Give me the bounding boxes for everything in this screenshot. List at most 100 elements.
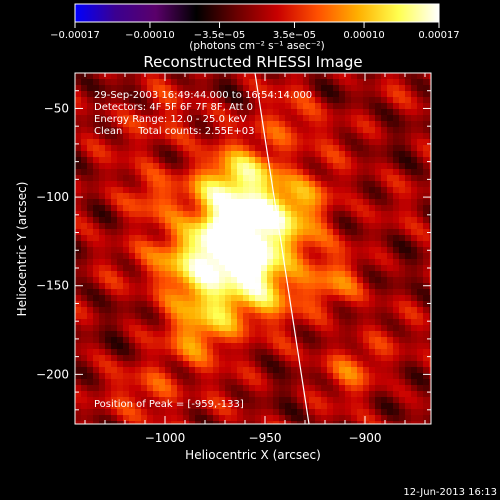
heatmap-cell xyxy=(363,307,370,314)
heatmap-cell xyxy=(189,145,196,152)
heatmap-cell xyxy=(171,157,178,164)
heatmap-cell xyxy=(261,319,268,326)
heatmap-cell xyxy=(213,199,220,206)
heatmap-cell xyxy=(243,109,250,116)
heatmap-cell xyxy=(279,109,286,116)
heatmap-cell xyxy=(375,313,382,320)
heatmap-cell xyxy=(243,235,250,242)
heatmap-cell xyxy=(267,391,274,398)
heatmap-cell xyxy=(129,409,136,416)
heatmap-cell xyxy=(285,373,292,380)
heatmap-cell xyxy=(345,283,352,290)
heatmap-cell xyxy=(417,199,424,206)
heatmap-cell xyxy=(87,367,94,374)
heatmap-cell xyxy=(213,175,220,182)
heatmap-cell xyxy=(201,157,208,164)
colorbar-tick-label: −0.00017 xyxy=(50,30,100,41)
heatmap-cell xyxy=(99,265,106,272)
heatmap-cell xyxy=(351,421,358,424)
heatmap-cell xyxy=(153,109,160,116)
heatmap-cell xyxy=(141,379,148,386)
heatmap-cell xyxy=(111,253,118,260)
heatmap-cell xyxy=(363,85,370,92)
heatmap-cell xyxy=(381,97,388,104)
heatmap-cell xyxy=(297,175,304,182)
heatmap-cell xyxy=(399,199,406,206)
heatmap-cell xyxy=(213,331,220,338)
heatmap-cell xyxy=(105,235,112,242)
heatmap-cell xyxy=(303,277,310,284)
heatmap-cell xyxy=(135,211,142,218)
heatmap-cell xyxy=(165,181,172,188)
heatmap-cell xyxy=(255,313,262,320)
heatmap-cell xyxy=(345,295,352,302)
heatmap-cell xyxy=(201,349,208,356)
heatmap-cell xyxy=(327,295,334,302)
heatmap-cell xyxy=(423,247,430,254)
heatmap-cell xyxy=(219,181,226,188)
heatmap-cell xyxy=(75,133,82,140)
heatmap-cell xyxy=(273,151,280,158)
heatmap-cell xyxy=(339,349,346,356)
heatmap-cell xyxy=(345,187,352,194)
heatmap-cell xyxy=(297,295,304,302)
heatmap-cell xyxy=(321,139,328,146)
heatmap-cell xyxy=(375,169,382,176)
heatmap-cell xyxy=(117,283,124,290)
heatmap-cell xyxy=(393,409,400,416)
heatmap-cell xyxy=(231,403,238,410)
heatmap-cell xyxy=(87,403,94,410)
heatmap-cell xyxy=(183,355,190,362)
heatmap-cell xyxy=(225,193,232,200)
heatmap-cell xyxy=(75,217,82,224)
heatmap-cell xyxy=(231,127,238,134)
heatmap-cell xyxy=(387,241,394,248)
heatmap-cell xyxy=(93,373,100,380)
heatmap-cell xyxy=(315,313,322,320)
heatmap-cell xyxy=(285,97,292,104)
heatmap-cell xyxy=(423,229,430,236)
heatmap-cell xyxy=(327,331,334,338)
heatmap-cell xyxy=(321,247,328,254)
heatmap-cell xyxy=(399,391,406,398)
heatmap-cell xyxy=(75,139,82,146)
heatmap-cell xyxy=(219,91,226,98)
heatmap-cell xyxy=(201,337,208,344)
heatmap-cell xyxy=(333,277,340,284)
heatmap-cell xyxy=(375,343,382,350)
heatmap-cell xyxy=(171,73,178,80)
heatmap-cell xyxy=(249,421,256,424)
heatmap-cell xyxy=(375,367,382,374)
heatmap-cell xyxy=(303,73,310,80)
axis-ticks: −1000 −950 −900−50−100−150−200 xyxy=(36,72,431,445)
heatmap-cell xyxy=(261,247,268,254)
heatmap-cell xyxy=(93,265,100,272)
heatmap-cell xyxy=(171,181,178,188)
heatmap-cell xyxy=(237,247,244,254)
heatmap-cell xyxy=(279,415,286,422)
heatmap-cell xyxy=(363,313,370,320)
heatmap-cell xyxy=(171,85,178,92)
heatmap-cell xyxy=(381,145,388,152)
heatmap-cell xyxy=(129,175,136,182)
heatmap-cell xyxy=(351,229,358,236)
heatmap-cell xyxy=(243,115,250,122)
heatmap-cell xyxy=(111,331,118,338)
heatmap-cell xyxy=(207,259,214,266)
heatmap-cell xyxy=(129,217,136,224)
heatmap-cell xyxy=(255,379,262,386)
heatmap-cell xyxy=(339,271,346,278)
heatmap-cell xyxy=(165,265,172,272)
heatmap-cell xyxy=(105,313,112,320)
x-tick-label: −900 xyxy=(349,431,382,445)
heatmap-cell xyxy=(201,271,208,278)
heatmap-cell xyxy=(243,79,250,86)
heatmap-cell xyxy=(75,361,82,368)
heatmap-cell xyxy=(75,391,82,398)
heatmap-cell xyxy=(225,127,232,134)
heatmap-cell xyxy=(135,277,142,284)
heatmap-cell xyxy=(303,133,310,140)
heatmap-cell xyxy=(309,217,316,224)
heatmap-cell xyxy=(195,79,202,86)
heatmap-cell xyxy=(399,229,406,236)
